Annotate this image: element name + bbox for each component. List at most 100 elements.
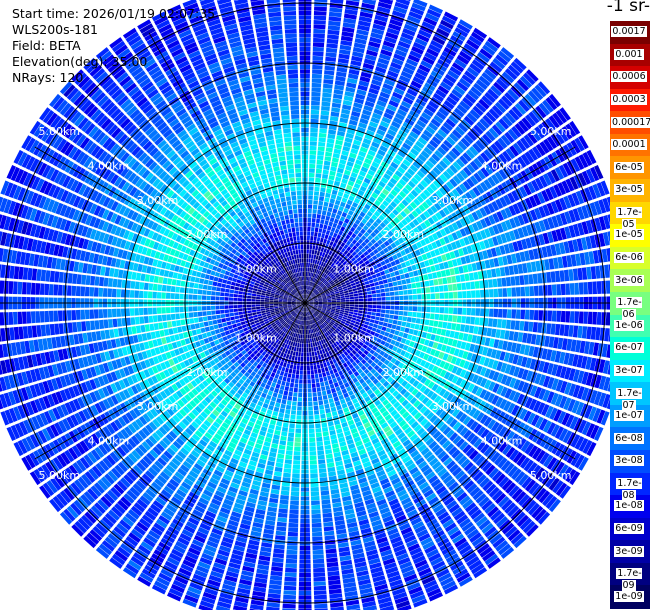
range-gate bbox=[349, 280, 355, 284]
range-gate bbox=[572, 384, 581, 398]
ray bbox=[305, 0, 344, 303]
range-gate bbox=[362, 0, 376, 6]
range-gate bbox=[340, 297, 345, 300]
range-gate bbox=[321, 294, 326, 297]
range-gate bbox=[489, 61, 503, 73]
range-gate bbox=[514, 102, 527, 115]
range-gate bbox=[511, 287, 517, 297]
range-gate bbox=[475, 102, 487, 113]
range-gate bbox=[320, 119, 329, 125]
range-gate bbox=[355, 262, 361, 268]
range-gate bbox=[327, 466, 336, 473]
range-gate bbox=[313, 254, 317, 260]
range-gate bbox=[289, 509, 299, 515]
range-gate bbox=[417, 183, 425, 191]
range-gate bbox=[501, 95, 513, 107]
range-gate bbox=[305, 289, 307, 295]
range-gate bbox=[337, 167, 344, 174]
range-gate bbox=[386, 104, 397, 112]
range-gate bbox=[366, 314, 371, 319]
range-gate bbox=[570, 158, 581, 172]
range-gate bbox=[320, 182, 327, 188]
range-gate bbox=[334, 372, 340, 378]
range-gate bbox=[547, 377, 555, 389]
range-gate bbox=[344, 322, 350, 327]
range-gate bbox=[312, 42, 325, 48]
range-gate bbox=[282, 603, 296, 609]
range-gate bbox=[449, 132, 459, 143]
range-gate bbox=[353, 183, 361, 189]
range-gate bbox=[399, 75, 411, 84]
range-gate bbox=[583, 282, 588, 295]
range-gate bbox=[607, 381, 610, 392]
ray bbox=[305, 231, 610, 303]
range-gate bbox=[301, 347, 304, 353]
range-gate bbox=[351, 265, 357, 270]
range-gate bbox=[288, 432, 295, 438]
range-gate bbox=[338, 230, 344, 236]
range-gate bbox=[381, 274, 387, 280]
range-gate bbox=[372, 264, 378, 270]
range-gate bbox=[375, 285, 380, 290]
range-gate bbox=[295, 351, 299, 357]
range-gate bbox=[312, 209, 317, 214]
range-gate bbox=[364, 158, 372, 165]
range-gate bbox=[312, 204, 318, 210]
range-gate bbox=[272, 411, 279, 417]
range-gate bbox=[576, 355, 584, 368]
range-gate bbox=[485, 130, 496, 142]
range-gate bbox=[367, 298, 373, 302]
range-gate bbox=[317, 296, 322, 299]
range-gate bbox=[581, 371, 589, 385]
range-gate bbox=[382, 264, 388, 270]
range-gate bbox=[375, 252, 382, 258]
range-gate bbox=[443, 314, 449, 322]
range-gate bbox=[529, 286, 535, 297]
range-gate bbox=[317, 396, 323, 401]
range-gate bbox=[315, 241, 320, 247]
range-gate bbox=[313, 401, 318, 406]
range-gate bbox=[376, 207, 384, 214]
range-gate bbox=[476, 51, 490, 63]
range-gate bbox=[352, 288, 358, 292]
range-gate bbox=[343, 95, 354, 102]
range-gate bbox=[492, 224, 500, 235]
range-gate bbox=[346, 214, 352, 220]
range-gate bbox=[446, 276, 452, 284]
range-gate bbox=[368, 257, 374, 263]
range-gate bbox=[347, 286, 353, 290]
range-gate bbox=[331, 388, 336, 394]
range-gate bbox=[305, 299, 307, 303]
range-gate bbox=[336, 296, 341, 299]
range-gate bbox=[570, 139, 581, 154]
range-gate bbox=[348, 210, 354, 216]
range-gate bbox=[312, 282, 315, 287]
range-gate bbox=[475, 365, 483, 375]
range-gate bbox=[561, 180, 571, 194]
range-gate bbox=[402, 267, 409, 274]
range-gate bbox=[365, 173, 373, 181]
range-gate bbox=[328, 261, 333, 266]
range-gate bbox=[346, 240, 352, 246]
range-gate bbox=[575, 401, 585, 416]
range-gate bbox=[545, 245, 553, 257]
range-gate bbox=[567, 240, 575, 253]
range-gate bbox=[326, 38, 339, 45]
range-gate bbox=[367, 325, 373, 331]
range-gate bbox=[502, 255, 508, 266]
range-gate bbox=[325, 52, 337, 58]
range-gate bbox=[375, 328, 381, 334]
range-gate bbox=[307, 213, 312, 218]
range-gate bbox=[380, 292, 386, 297]
range-gate bbox=[313, 236, 317, 241]
range-gate bbox=[311, 78, 322, 84]
range-gate bbox=[563, 324, 570, 337]
range-gate bbox=[356, 29, 369, 36]
range-gate bbox=[341, 197, 348, 203]
range-gate bbox=[453, 85, 466, 96]
range-gate bbox=[358, 150, 367, 158]
range-gate bbox=[312, 288, 315, 292]
range-gate bbox=[351, 285, 357, 289]
range-gate bbox=[323, 74, 334, 80]
range-gate bbox=[394, 259, 401, 265]
